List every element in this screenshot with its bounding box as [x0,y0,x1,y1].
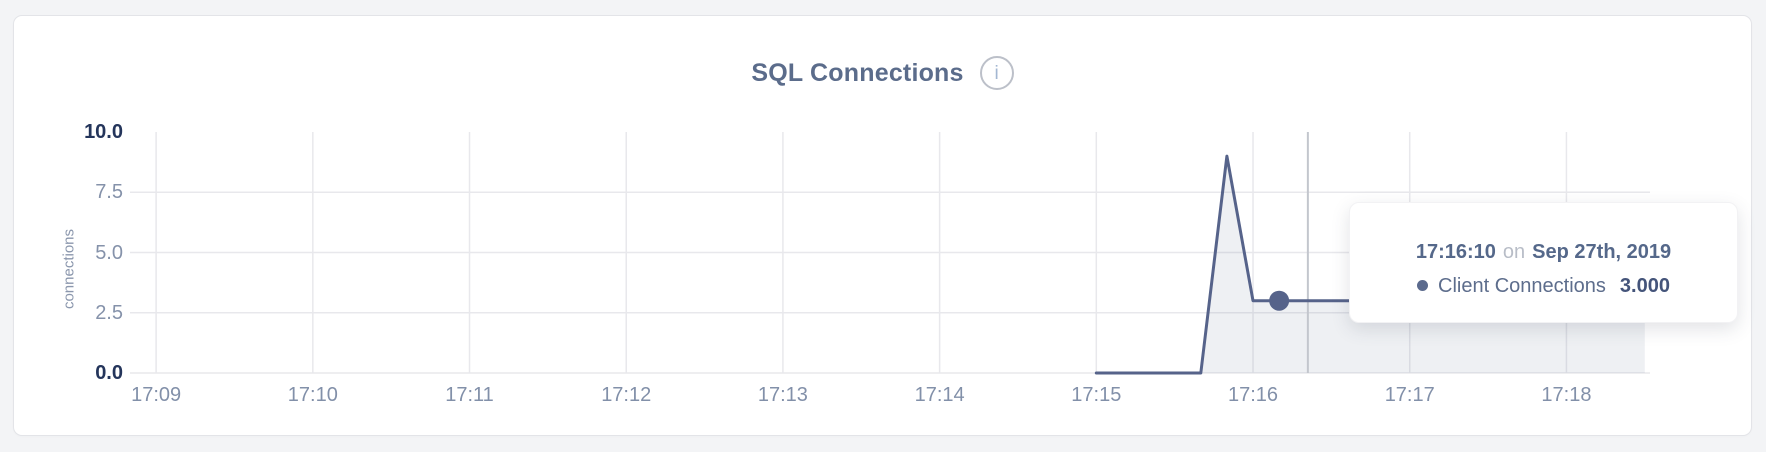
tooltip-value: 3.000 [1619,274,1670,297]
y-tick-label: 10.0 [84,121,123,143]
hover-point-marker [1269,290,1290,311]
chart-header: SQL Connections i [14,56,1751,90]
x-tick-label: 17:10 [287,384,338,406]
info-icon-glyph: i [994,62,999,84]
x-tick-label: 17:16 [1227,384,1279,406]
x-tick-label: 17:13 [757,384,808,406]
tooltip-on: on [1502,240,1526,263]
hover-tooltip: 17:16:10 on Sep 27th, 2019 Client Connec… [1349,202,1738,323]
y-tick-label: 0.0 [95,362,123,384]
x-tick-label: 17:17 [1384,384,1435,406]
info-icon[interactable]: i [979,56,1014,90]
y-tick-label: 5.0 [95,241,123,264]
x-tick-label: 17:09 [131,384,182,406]
x-tick-label: 17:14 [914,384,965,406]
y-tick-label: 2.5 [95,301,123,324]
chart-title: SQL Connections [751,58,964,87]
x-tick-label: 17:18 [1541,384,1592,406]
tooltip-series-label: Client Connections [1438,274,1606,297]
tooltip-timestamp-row: 17:16:10 on Sep 27th, 2019 [1350,235,1737,269]
x-tick-label: 17:12 [601,384,652,406]
tooltip-date: Sep 27th, 2019 [1532,240,1672,263]
x-tick-label: 17:15 [1071,384,1122,406]
tooltip-time: 17:16:10 [1415,240,1496,263]
x-tick-label: 17:11 [445,384,494,406]
y-tick-label: 7.5 [95,181,123,204]
tooltip-series-row: Client Connections 3.000 [1350,269,1737,303]
series-marker-icon [1417,280,1429,291]
